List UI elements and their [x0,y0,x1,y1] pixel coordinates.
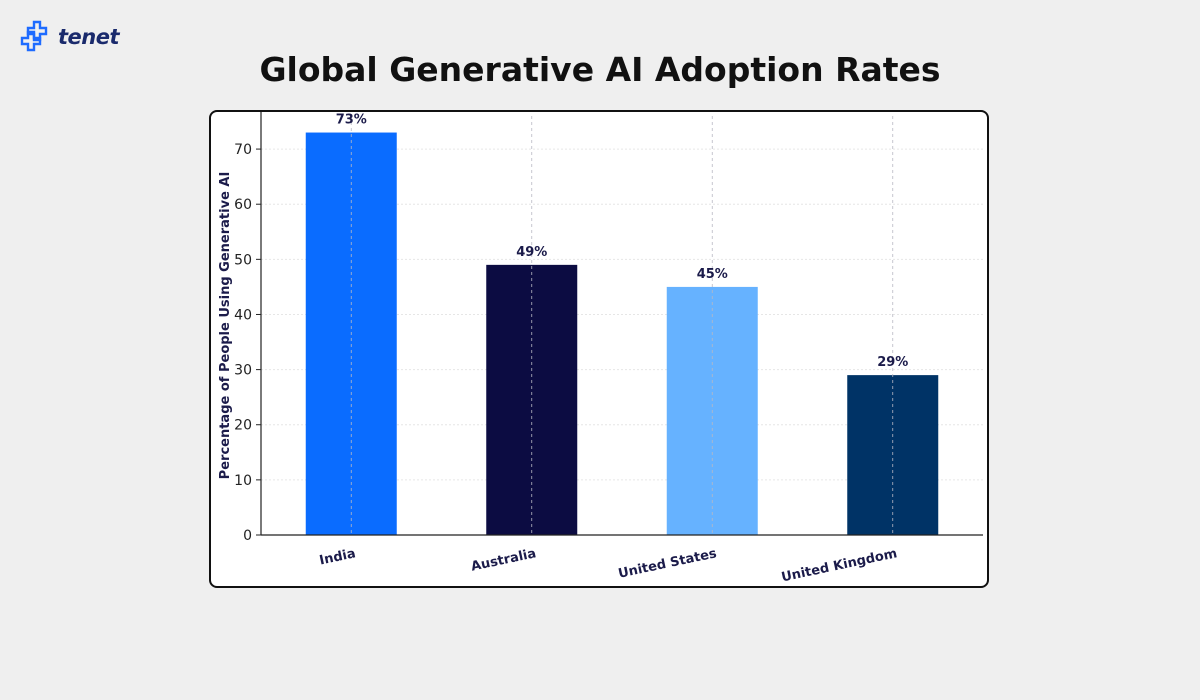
x-category-label: United Kingdom [780,546,899,585]
bar-chart: 0 10 20 30 40 50 60 70 73% 49% 45% 29% India Australi… [218,112,983,585]
brand-name: tenet [58,25,120,49]
chart-frame: 0 10 20 30 40 50 60 70 73% 49% 45% 29% India Australi… [209,110,989,588]
y-tick-label: 50 [234,252,252,268]
y-axis-title: Percentage of People Using Generative AI [218,172,233,480]
y-tick-label: 40 [234,307,252,323]
tenet-logo-icon [20,20,48,52]
y-tick-label: 10 [234,473,252,489]
y-tick-label: 20 [234,418,252,434]
y-tick-label: 70 [234,142,252,158]
x-category-label: India [318,546,357,568]
x-category-label: Australia [470,546,538,574]
bar-value-label: 49% [516,245,547,260]
bar-value-label: 29% [877,355,908,370]
bar-value-label: 73% [336,113,367,128]
page-title: Global Generative AI Adoption Rates [259,50,941,89]
y-tick-label: 0 [243,528,252,544]
y-tick-label: 30 [234,363,252,379]
brand-logo: tenet [20,18,120,56]
y-tick-label: 60 [234,197,252,213]
bar-value-label: 45% [697,267,728,282]
x-category-label: United States [617,546,718,582]
